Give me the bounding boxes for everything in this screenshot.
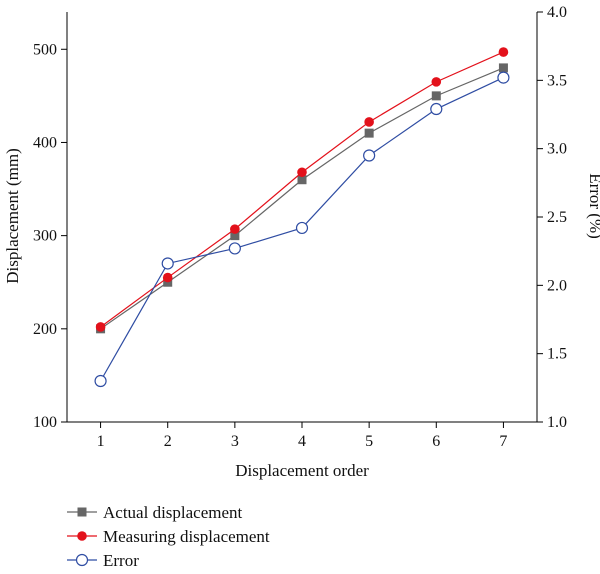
data-point <box>363 149 376 162</box>
y-tick-label: 400 <box>33 134 57 151</box>
data-point <box>364 117 374 127</box>
x-tick-label: 4 <box>298 433 306 450</box>
y2-tick-label: 4.0 <box>547 4 567 21</box>
series-error <box>94 71 510 388</box>
series-measuring-displacement <box>95 47 509 332</box>
x-tick-label: 6 <box>432 433 440 450</box>
data-point <box>295 221 309 235</box>
data-point <box>230 231 240 241</box>
data-point <box>498 47 509 57</box>
data-point <box>431 91 441 101</box>
y-tick-label: 200 <box>33 321 57 338</box>
y2-tick-label: 2.5 <box>547 209 567 226</box>
y-tick-label: 300 <box>33 228 57 245</box>
legend-label: Actual displacement <box>103 503 243 522</box>
x-tick-label: 5 <box>365 433 373 450</box>
x-tick-label: 7 <box>499 433 507 450</box>
y-tick-label: 500 <box>33 41 57 58</box>
legend-marker <box>77 507 87 517</box>
x-axis-label: Displacement order <box>235 461 369 480</box>
legend-entry: Actual displacement <box>67 503 243 522</box>
legend-entry: Measuring displacement <box>67 527 270 546</box>
y2-tick-label: 3.5 <box>547 72 567 89</box>
data-point <box>228 242 241 255</box>
legend: Actual displacement Measuring displacemen… <box>67 503 270 570</box>
series-layer <box>94 47 510 388</box>
data-point <box>297 175 307 185</box>
axes: 1 2 3 4 5 6 7 100 200 300 400 500 1.0 1.5 2.0 2.5 3.0 3.5… <box>33 4 567 450</box>
y2-tick-label: 3.0 <box>547 141 567 158</box>
y2-tick-label: 1.0 <box>547 414 567 431</box>
x-tick-label: 1 <box>97 433 105 450</box>
y2-tick-label: 1.5 <box>547 346 567 363</box>
legend-marker <box>77 531 87 541</box>
data-point <box>430 102 443 116</box>
legend-label: Error <box>103 551 139 570</box>
data-point <box>497 71 510 84</box>
data-point <box>95 322 106 332</box>
x-tick-label: 3 <box>231 433 239 450</box>
data-point <box>161 257 174 270</box>
legend-marker <box>75 553 89 567</box>
y-axis-label: Displacement (mm) <box>3 148 22 284</box>
data-point <box>297 167 307 178</box>
data-point <box>162 272 173 283</box>
legend-entry: Error <box>67 551 139 570</box>
series-line <box>100 67 504 330</box>
y-tick-label: 100 <box>33 414 57 431</box>
y2-tick-label: 2.0 <box>547 277 567 294</box>
x-tick-label: 2 <box>164 433 172 450</box>
data-point <box>94 374 107 388</box>
data-point <box>230 224 240 234</box>
y2-axis-label: Error (%) <box>586 173 600 239</box>
data-point <box>498 63 508 73</box>
data-point <box>431 77 442 87</box>
data-point <box>364 128 374 138</box>
legend-label: Measuring displacement <box>103 527 270 546</box>
